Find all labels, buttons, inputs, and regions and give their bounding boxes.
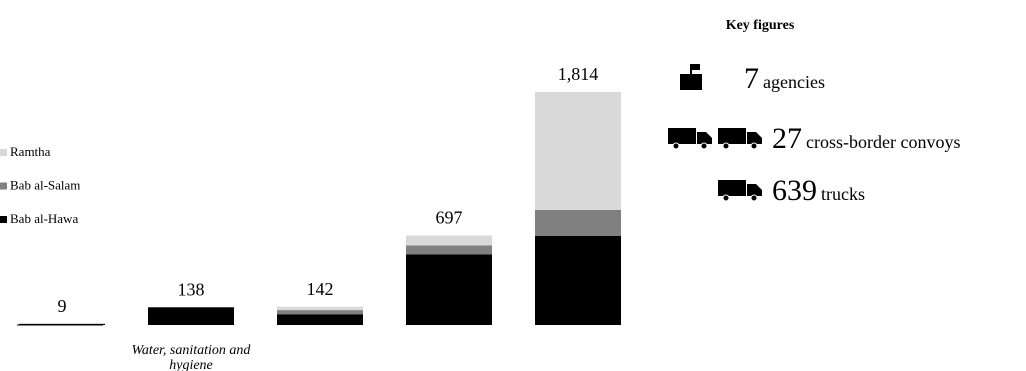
key-figure: 639 trucks xyxy=(718,174,865,208)
truck-icon xyxy=(718,128,762,150)
key-figure-value: 639 xyxy=(772,174,817,207)
key-figure-value: 7 xyxy=(744,62,759,95)
chart: 9 138 Water, sanitation and hygiene 142 697 1,… xyxy=(0,64,621,371)
truck-icon xyxy=(718,180,762,202)
legend-label: Bab al-Salam xyxy=(10,178,80,193)
bar-segment xyxy=(535,209,621,236)
x-tick-label-line: hygiene xyxy=(169,358,213,371)
legend-swatch xyxy=(0,149,7,156)
bar-segment xyxy=(406,254,492,325)
key-figure-value: 27 xyxy=(772,122,802,155)
key-figure-label: trucks xyxy=(821,184,865,204)
x-tick-label: Water, sanitation and hygiene xyxy=(132,343,252,371)
bar-segment xyxy=(148,307,234,325)
bar-segment xyxy=(406,235,492,246)
bar-segment xyxy=(535,92,621,210)
legend-swatch xyxy=(0,182,7,190)
bar-segment xyxy=(535,235,621,325)
legend-swatch xyxy=(0,216,7,223)
bar-segment xyxy=(277,314,363,325)
key-figure-label: cross-border convoys xyxy=(806,132,961,152)
key-figure-label: agencies xyxy=(763,72,825,92)
legend-label: Ramtha xyxy=(10,144,51,159)
truck-icon xyxy=(668,128,712,150)
x-tick-label-line: Water, sanitation and xyxy=(132,343,252,358)
total-label: 1,814 xyxy=(558,64,599,84)
agency-icon xyxy=(680,64,702,90)
legend-label: Bab al-Hawa xyxy=(10,211,78,226)
bar-segment xyxy=(277,306,363,311)
key-figure: 27 cross-border convoys xyxy=(668,122,960,156)
key-figure: 7 agencies xyxy=(678,62,825,96)
total-label: 138 xyxy=(178,279,205,299)
bar-segment xyxy=(277,310,363,315)
total-label: 142 xyxy=(307,279,334,299)
total-label: 9 xyxy=(58,296,67,316)
key-figures-title: Key figures xyxy=(725,18,795,33)
bar-segment xyxy=(406,245,492,255)
bar-segment xyxy=(19,323,105,325)
total-label: 697 xyxy=(436,207,463,227)
